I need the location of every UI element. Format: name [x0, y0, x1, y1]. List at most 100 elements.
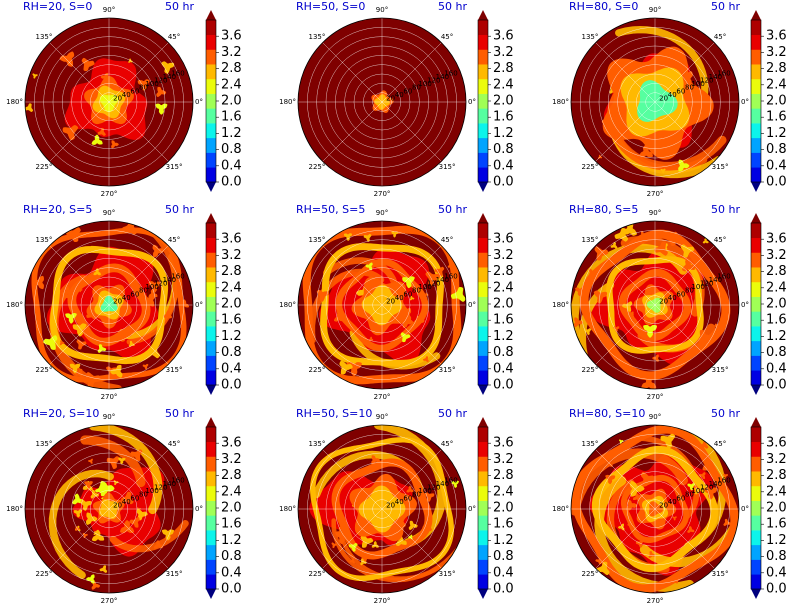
convective-patch: [65, 312, 77, 324]
angle-tick-label: 90°: [103, 209, 115, 217]
colorbar-bin: [206, 530, 216, 546]
radial-tick-label: 20: [113, 501, 122, 509]
colorbar-tick-label: 1.6: [493, 110, 514, 125]
radial-tick-label: 60: [403, 494, 412, 502]
colorbar-bin: [751, 137, 761, 153]
colorbar-tick-label: 3.6: [766, 232, 787, 247]
convective-patch: [316, 289, 329, 302]
colorbar-tick-label: 1.2: [766, 126, 787, 141]
radial-tick-label: 140: [163, 73, 176, 81]
radial-tick-label: 120: [427, 77, 440, 85]
convective-patch: [76, 339, 87, 350]
radial-tick-label: 100: [145, 283, 158, 291]
angular-gridline: [654, 101, 715, 162]
convective-patch: [639, 144, 653, 158]
colorbar-bin: [751, 500, 761, 516]
colorbar-tick-label: 0.4: [766, 361, 787, 376]
colorbar-tick-label: 2.8: [493, 468, 514, 483]
colorbar-tick-label: 3.6: [221, 436, 242, 451]
angle-tick-label: 180°: [552, 98, 569, 106]
colorbar-bin: [478, 64, 488, 80]
radial-tick-label: 160: [171, 272, 184, 280]
panel-time-label: 50 hr: [711, 407, 740, 420]
radial-tick-label: 100: [145, 80, 158, 88]
colorbar-bin: [206, 167, 216, 183]
colorbar-bin: [751, 326, 761, 342]
radial-tick-label: 20: [113, 297, 122, 305]
colorbar-tick-label: 2.0: [493, 297, 514, 312]
convective-patch: [85, 372, 101, 388]
angle-tick-label: 270°: [101, 393, 118, 401]
angle-tick-label: 0°: [468, 98, 476, 106]
polar-frame: [297, 424, 467, 594]
angle-tick-label: 315°: [439, 366, 456, 374]
colorbar-tick-label: 3.2: [493, 45, 514, 60]
colorbar-tick-label: 0.4: [221, 361, 242, 376]
colorbar-bin: [478, 20, 488, 36]
convective-patch: [596, 561, 610, 575]
colorbar-bin: [478, 559, 488, 575]
colorbar-tick-label: 2.0: [766, 297, 787, 312]
colorbar-tick-label: 2.0: [221, 94, 242, 109]
angle-tick-label: 180°: [6, 98, 23, 106]
colorbar-tick-label: 3.6: [766, 29, 787, 44]
convective-patch: [145, 344, 160, 359]
convective-patch: [588, 268, 596, 277]
colorbar-extend-max: [478, 10, 488, 20]
convective-patch: [678, 159, 690, 172]
colorbar-tick-label: 0.0: [493, 378, 514, 393]
angle-tick-label: 135°: [582, 236, 599, 244]
colorbar-tick-label: 0.8: [493, 549, 514, 564]
radial-tick-label: 140: [163, 480, 176, 488]
colorbar-bin: [751, 252, 761, 268]
panel-title: RH=20, S=10: [23, 407, 99, 420]
convective-patch: [100, 480, 115, 497]
convective-patch: [450, 286, 466, 302]
colorbar-bin: [751, 49, 761, 65]
radial-tick-label: 60: [130, 87, 139, 95]
angular-gridline: [595, 304, 656, 365]
angle-tick-label: 45°: [714, 236, 726, 244]
colorbar-tick-label: 1.2: [221, 533, 242, 548]
colorbar-tick-label: 0.0: [493, 175, 514, 190]
colorbar-bin: [478, 326, 488, 342]
convective-patch: [402, 276, 415, 289]
colorbar-tick-label: 2.4: [493, 484, 514, 499]
colorbar-bin: [206, 252, 216, 268]
angle-tick-label: 135°: [582, 33, 599, 41]
convective-patch: [640, 231, 647, 238]
convective-patch: [73, 509, 83, 518]
convective-patch: [687, 526, 695, 533]
angular-gridline: [49, 245, 110, 306]
angle-tick-label: 180°: [6, 505, 23, 513]
colorbar-bin: [478, 471, 488, 487]
angle-tick-label: 135°: [36, 33, 53, 41]
panel-time-label: 50 hr: [165, 0, 194, 13]
colorbar-tick-label: 0.8: [221, 549, 242, 564]
radial-tick-label: 120: [427, 280, 440, 288]
radial-tick-label: 120: [154, 77, 167, 85]
colorbar-bin: [478, 340, 488, 356]
colorbar-bin: [478, 34, 488, 50]
convective-patch: [406, 485, 414, 493]
panel-time-label: 50 hr: [438, 203, 467, 216]
colorbar: 0.0 0.40.81.21.62.0 2.42.83.23.6: [205, 213, 242, 395]
colorbar-tick-label: 2.8: [221, 264, 242, 279]
radial-tick-label: 100: [691, 487, 704, 495]
colorbar: 0.0 0.40.81.21.62.0 2.42.83.23.6: [750, 10, 787, 192]
colorbar-bin: [478, 355, 488, 371]
radial-tick-label: 60: [676, 290, 685, 298]
convective-patch: [400, 332, 411, 343]
convective-patch: [90, 489, 100, 499]
angle-tick-label: 180°: [279, 505, 296, 513]
colorbar-extend-max: [206, 417, 216, 427]
angle-tick-label: 225°: [582, 366, 599, 374]
panel-title: RH=50, S=5: [296, 203, 365, 216]
colorbar-bin: [206, 93, 216, 109]
panel-time-label: 50 hr: [438, 0, 467, 13]
angle-tick-label: 0°: [195, 98, 203, 106]
radial-tick-label: 20: [659, 297, 668, 305]
colorbar-bin: [478, 123, 488, 139]
